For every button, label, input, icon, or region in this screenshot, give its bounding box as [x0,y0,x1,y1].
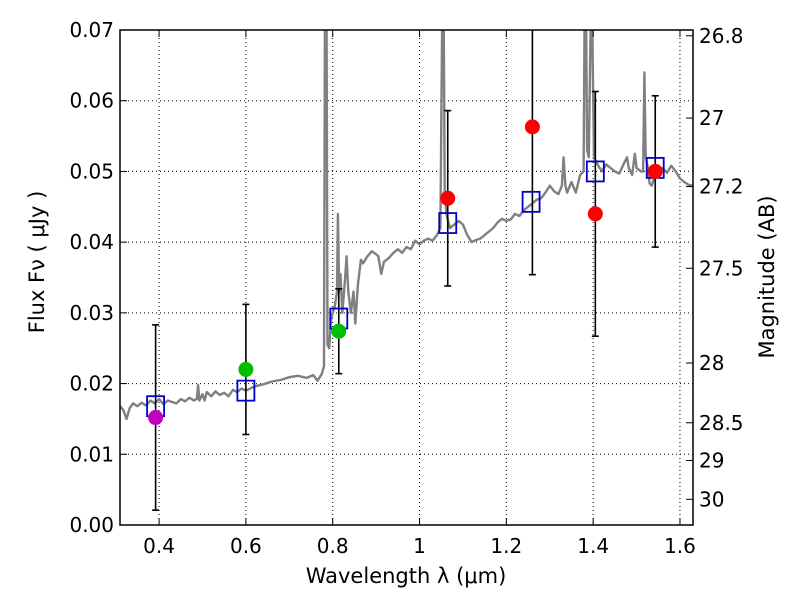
observed-flux-point [331,323,347,339]
magnitude-tick-label: 29 [699,449,724,473]
magnitude-tick-label: 30 [699,487,724,511]
magnitude-tick-label: 27.2 [699,175,744,199]
y-axis-title-right: Magnitude (AB) [755,195,779,358]
x-tick-label: 1 [413,534,426,558]
sed-layer [120,30,693,421]
x-axis-title: Wavelength λ (μm) [306,564,507,588]
observed-flux-point [148,410,164,426]
observed-flux-point [524,119,540,135]
observed-flux-point [440,190,456,206]
grid [120,30,693,525]
tick-layer [120,29,693,526]
observed-flux-point [587,206,603,222]
plot-frame [119,29,694,526]
y-tick-label: 0.04 [69,230,114,254]
magnitude-tick-label: 28 [699,351,724,375]
x-tick-label: 0.8 [317,534,349,558]
model-flux-marker [438,212,458,234]
x-tick-label: 1.6 [664,534,696,558]
observed-point-layer [148,119,663,426]
magnitude-tick-label: 26.8 [699,24,744,48]
y-tick-label: 0.05 [69,159,114,183]
tick-label-layer: 0.4 0.6 0.8 1 1.2 1.4 1.6 0.00 0.01 0.02 0.03 0.04 0… [69,18,743,558]
model-flux-marker [236,379,256,402]
magnitude-tick-label: 27 [699,106,724,130]
observed-flux-point [647,163,663,179]
x-tick-label: 1.2 [490,534,522,558]
magnitude-tick-label: 27.5 [699,256,744,280]
x-tick-label: 1.4 [577,534,609,558]
y-tick-label: 0.03 [69,301,114,325]
y-axis-title-left: Flux Fν ( μJy ) [25,191,49,334]
y-tick-label: 0.07 [69,18,114,42]
y-tick-label: 0.01 [69,442,114,466]
observed-flux-point [238,361,254,377]
magnitude-tick-label: 28.5 [699,411,744,435]
y-tick-label: 0.02 [69,372,114,396]
x-tick-label: 0.4 [143,534,175,558]
x-tick-label: 0.6 [230,534,262,558]
model-flux-marker [521,190,541,213]
y-tick-label: 0.00 [69,513,114,537]
y-tick-label: 0.06 [69,89,114,113]
sed-model-spectrum [120,30,693,421]
model-flux-marker [585,160,605,183]
